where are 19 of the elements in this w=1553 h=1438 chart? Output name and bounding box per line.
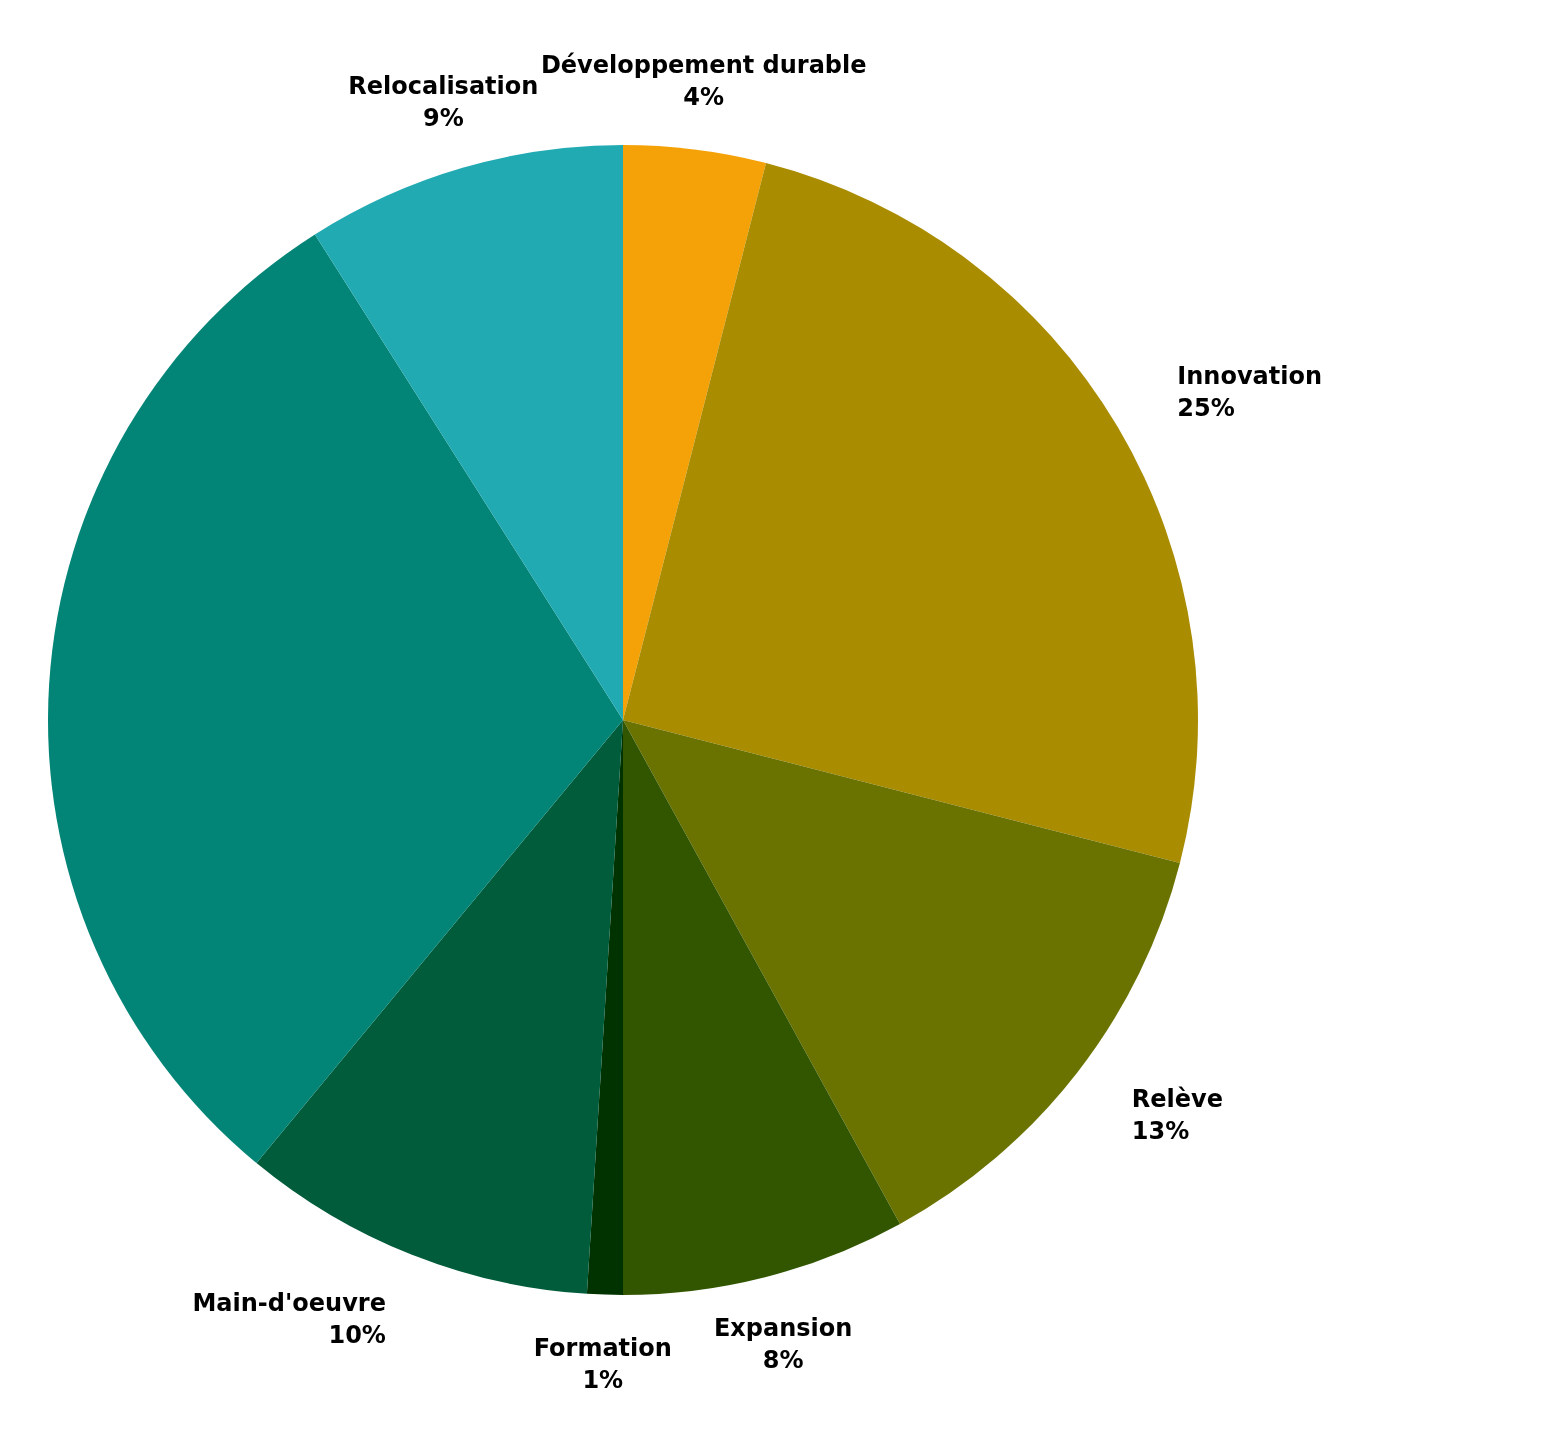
data-label: 25% [1177,394,1235,423]
pie-slice [623,720,901,1295]
data-label: 13% [1131,1116,1190,1145]
slice-label: Développement durable [540,51,867,80]
data-label: 10% [328,1320,386,1349]
slice-label: Relève [1131,1084,1224,1113]
slice-label: Expansion [713,1313,853,1342]
data-label: 4% [683,83,725,112]
data-label: 8% [762,1345,804,1374]
slice-label: Formation [533,1333,672,1362]
pie-slice [314,145,623,720]
slice-label: Innovation [1177,362,1323,391]
data-label: 1% [582,1365,624,1394]
pie-slice [623,145,766,720]
data-label: 9% [422,103,464,132]
slice-label: Main-d'oeuvre [192,1288,386,1317]
pie-slice [256,720,623,1294]
pie-slice [48,234,623,1164]
slice-label: Relocalisation [348,71,539,100]
